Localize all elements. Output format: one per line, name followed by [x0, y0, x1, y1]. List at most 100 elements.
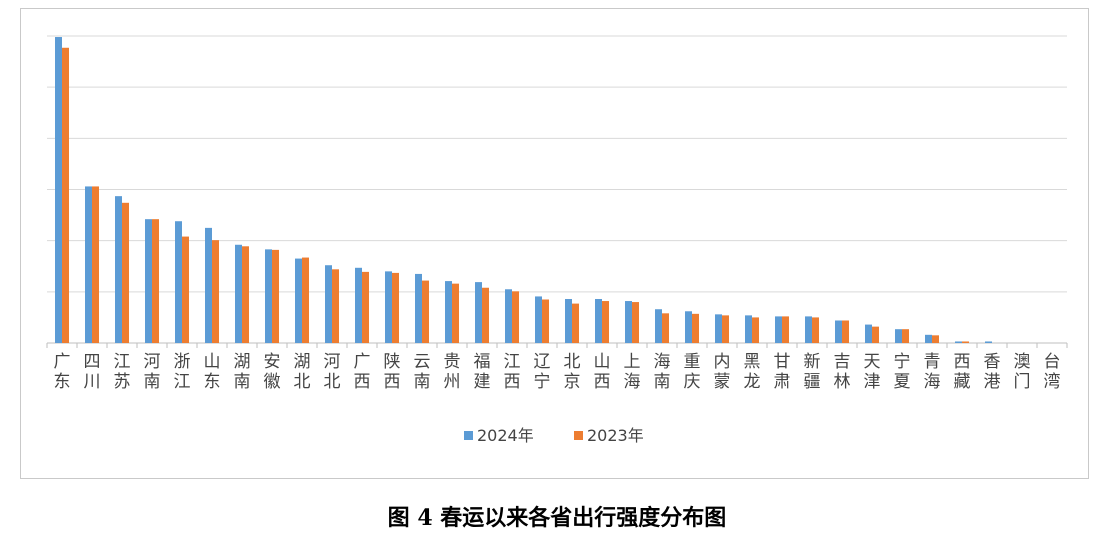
category-label: 广西	[354, 352, 371, 392]
bar-series2	[422, 280, 429, 343]
bar-series2	[272, 249, 279, 343]
gridlines	[46, 35, 1068, 348]
category-label: 澳门	[1014, 352, 1031, 392]
bar-series1	[655, 309, 662, 343]
bar-series1	[865, 324, 872, 343]
bar-series2	[902, 329, 909, 343]
bar-series1	[205, 227, 212, 343]
category-label: 湖南	[234, 352, 251, 392]
bar-series1	[415, 273, 422, 343]
bar-series2	[632, 302, 639, 343]
bar-series2	[92, 186, 99, 343]
category-label: 天津	[864, 352, 881, 392]
category-label: 河南	[144, 352, 161, 392]
bar-series1	[985, 341, 992, 343]
category-label: 新疆	[804, 352, 821, 392]
category-label: 陕西	[384, 352, 401, 392]
category-label: 吉林	[834, 352, 851, 392]
bar-series1	[175, 221, 182, 343]
bar-series2	[242, 246, 249, 343]
bar-series	[55, 37, 992, 344]
bar-series2	[812, 317, 819, 343]
bar-series1	[775, 316, 782, 343]
bar-series2	[512, 291, 519, 343]
bar-series1	[475, 282, 482, 343]
category-label: 广东	[54, 352, 71, 392]
bar-series1	[265, 249, 272, 343]
bar-series2	[62, 47, 69, 343]
bar-series2	[602, 301, 609, 343]
category-label: 山西	[594, 352, 611, 392]
category-label: 香港	[984, 352, 1001, 392]
bar-series1	[355, 267, 362, 343]
bar-series1	[685, 311, 692, 343]
category-label: 云南	[414, 352, 431, 392]
category-label: 宁夏	[894, 352, 911, 392]
legend-swatch	[574, 431, 583, 440]
bar-series1	[955, 341, 962, 343]
bar-series2	[122, 202, 129, 343]
bar-series2	[572, 303, 579, 343]
bar-series2	[782, 316, 789, 343]
bar-series2	[752, 317, 759, 343]
bar-series2	[302, 257, 309, 343]
bar-series2	[692, 313, 699, 343]
bar-series1	[595, 298, 602, 343]
category-label: 河北	[324, 352, 341, 392]
category-label: 江西	[504, 352, 521, 392]
legend: 2024年 2023年	[464, 426, 644, 445]
legend-label: 2024年	[477, 426, 534, 445]
bar-series2	[482, 287, 489, 343]
category-label: 安徽	[264, 352, 281, 392]
bar-series1	[565, 298, 572, 343]
bar-series1	[445, 281, 452, 343]
bar-series1	[715, 314, 722, 343]
bar-series2	[332, 269, 339, 343]
category-label: 江苏	[114, 352, 131, 392]
legend-label: 2023年	[587, 426, 644, 445]
category-label: 海南	[654, 352, 671, 392]
bar-series1	[295, 258, 302, 343]
bar-series2	[182, 236, 189, 343]
bar-series1	[115, 196, 122, 343]
bar-series2	[542, 299, 549, 343]
category-label: 重庆	[684, 352, 701, 392]
bar-series1	[85, 186, 92, 343]
category-label: 西藏	[954, 352, 971, 392]
bar-series1	[325, 265, 332, 343]
figure-caption: 图 4 春运以来各省出行强度分布图	[387, 505, 727, 531]
category-label: 辽宁	[534, 352, 551, 392]
bar-chart: 广东四川江苏河南浙江山东湖南安徽湖北河北广西陕西云南贵州福建江西辽宁北京山西上海…	[46, 35, 1068, 445]
bar-series1	[835, 320, 842, 343]
category-label: 山东	[204, 352, 221, 392]
bar-series1	[235, 244, 242, 343]
bar-series1	[385, 271, 392, 343]
bar-series1	[925, 334, 932, 343]
category-label: 上海	[624, 352, 641, 392]
category-label: 青海	[924, 352, 941, 392]
category-label: 甘肃	[774, 352, 791, 392]
category-label: 福建	[474, 352, 491, 392]
category-label: 湖北	[294, 352, 311, 392]
chart-frame: 广东 四川 江苏 河南 浙江 山东 湖南 安徽 湖北 河北 广西 陕西 云南 贵州 福建 江西 辽宁 北京 山西 上海…	[20, 8, 1089, 479]
category-label: 内蒙	[714, 352, 731, 392]
bar-series2	[962, 341, 969, 343]
category-label: 浙江	[174, 352, 191, 392]
category-labels: 广东四川江苏河南浙江山东湖南安徽湖北河北广西陕西云南贵州福建江西辽宁北京山西上海…	[54, 352, 1061, 392]
category-label: 贵州	[444, 352, 461, 392]
bar-series1	[895, 329, 902, 343]
category-label: 北京	[564, 352, 581, 392]
bar-series2	[842, 320, 849, 343]
bar-series2	[392, 272, 399, 343]
bar-series1	[805, 316, 812, 343]
legend-swatch	[464, 431, 473, 440]
bar-series1	[625, 301, 632, 343]
bar-series1	[55, 37, 62, 344]
bar-series1	[505, 289, 512, 343]
bar-series2	[872, 326, 879, 343]
bar-series2	[452, 283, 459, 343]
category-label: 黑龙	[744, 352, 761, 392]
category-label: 四川	[84, 352, 101, 392]
bar-series2	[212, 240, 219, 343]
bar-series1	[745, 315, 752, 343]
